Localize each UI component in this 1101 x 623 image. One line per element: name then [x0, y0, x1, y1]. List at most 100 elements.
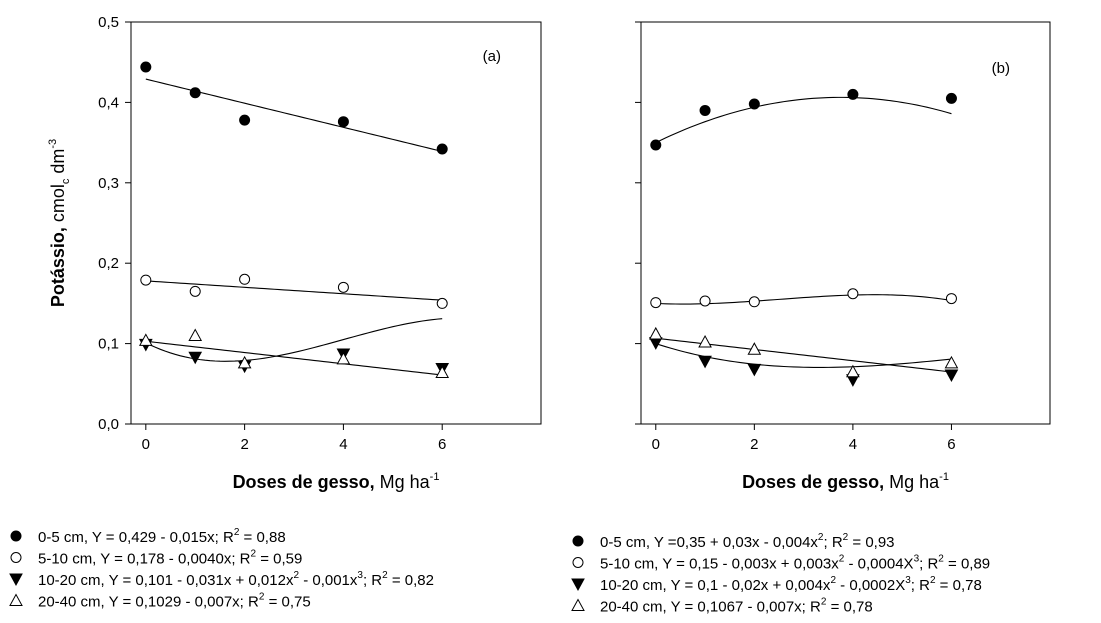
- panel-label: (a): [483, 48, 501, 65]
- series-open-circle: [650, 288, 957, 309]
- data-point: [698, 334, 712, 348]
- x-tick-label: 0: [652, 436, 660, 453]
- x-axis-label-bold: Doses de gesso,: [233, 472, 375, 492]
- legend-part: 0-5 cm, Y = 0,429 - 0,015x; R: [38, 529, 234, 546]
- legend-entry: 5-10 cm, Y = 0,15 - 0,003x + 0,003x2 - 0…: [572, 554, 990, 573]
- series-filled-triangle-down: [648, 337, 959, 387]
- legend-text: 5-10 cm, Y = 0,178 - 0,0040x; R2 = 0,59: [38, 549, 302, 568]
- fit-curve: [145, 340, 443, 376]
- legend-entry: 10-20 cm, Y = 0,101 - 0,031x + 0,012x2 -…: [9, 570, 434, 589]
- data-point: [747, 363, 762, 377]
- data-point: [435, 365, 450, 379]
- legend-part: 0-5 cm, Y =0,35 + 0,03x - 0,004x: [600, 534, 818, 551]
- series-filled-circle: [650, 88, 957, 151]
- x-axis-label-bold: Doses de gesso,: [742, 472, 884, 492]
- y-tick-label: 0,0: [98, 416, 119, 433]
- chart-panel-b: 0 2 4 6 Doses de gesso, Mg ha-1 (b) 0-5 cm, Y …: [571, 21, 1051, 616]
- x-axis-label: Doses de gesso, Mg ha-1: [742, 471, 949, 492]
- x-tick-label: 4: [339, 436, 347, 453]
- legend-part: ; R: [919, 556, 938, 573]
- legend-part: ; R: [911, 577, 930, 594]
- chart-panel-a: 0,0 0,1 0,2 0,3 0,4 0,5 0 2 4 6 Doses de gesso, Mg…: [9, 14, 542, 611]
- legend-part: - 0,001x: [299, 572, 358, 589]
- y-tick-label: 0,5: [98, 14, 119, 31]
- legend-text: 5-10 cm, Y = 0,15 - 0,003x + 0,003x2 - 0…: [600, 554, 990, 573]
- legend-part: = 0,78: [826, 599, 872, 616]
- legend-marker: [10, 530, 22, 542]
- series-open-triangle-up: [138, 328, 450, 379]
- legend-sup: 2: [830, 575, 836, 586]
- series-open-triangle-up: [648, 326, 959, 378]
- legend-entry: 20-40 cm, Y = 0,1067 - 0,007x; R2 = 0,78: [571, 597, 873, 616]
- data-point: [436, 297, 448, 309]
- y-axis-label-bold: Potássio,: [48, 227, 68, 307]
- legend-part: 5-10 cm, Y = 0,15 - 0,003x + 0,003x: [600, 556, 839, 573]
- x-axis-label-unit: Mg ha: [375, 472, 431, 492]
- legend-part: 20-40 cm, Y = 0,1029 - 0,007x; R: [38, 594, 259, 611]
- legend-sup: 2: [821, 597, 827, 608]
- legend-part: - 0,0002X: [836, 577, 905, 594]
- legend-sup: 2: [259, 592, 265, 603]
- data-point: [239, 273, 251, 285]
- x-tick-label: 2: [750, 436, 758, 453]
- data-point: [140, 274, 152, 286]
- legend-part: = 0,93: [848, 534, 894, 551]
- y-tick-label: 0,3: [98, 175, 119, 192]
- x-tick-label: 2: [240, 436, 248, 453]
- series-filled-circle: [140, 61, 448, 155]
- legend-text: 20-40 cm, Y = 0,1029 - 0,007x; R2 = 0,75: [38, 592, 311, 611]
- legend-part: = 0,59: [256, 551, 302, 568]
- data-point: [944, 369, 959, 383]
- legend-text: 10-20 cm, Y = 0,101 - 0,031x + 0,012x2 -…: [38, 570, 434, 589]
- data-point: [237, 355, 252, 369]
- legend-sup: 2: [839, 554, 845, 565]
- legend-part: = 0,89: [944, 556, 990, 573]
- y-tick-label: 0,1: [98, 336, 119, 353]
- data-point: [336, 351, 351, 365]
- data-point: [239, 114, 251, 126]
- data-point: [698, 355, 712, 369]
- data-point: [748, 98, 760, 110]
- x-tick-label: 4: [849, 436, 857, 453]
- y-axis-label-unit: dm: [48, 149, 68, 179]
- legend-marker: [571, 598, 585, 611]
- legend-part: - 0,0004X: [844, 556, 913, 573]
- legend-sup: 2: [382, 570, 388, 581]
- y-axis-label-unit: cmol: [48, 184, 68, 227]
- data-point: [847, 288, 859, 300]
- y-tick-label: 0,4: [98, 94, 119, 111]
- data-point: [188, 351, 203, 365]
- x-tick-label: 0: [142, 436, 150, 453]
- data-point: [945, 293, 957, 305]
- data-point: [189, 285, 201, 297]
- series-open-circle: [140, 273, 448, 309]
- legend-part: 5-10 cm, Y = 0,178 - 0,0040x; R: [38, 551, 251, 568]
- panel-label: (b): [992, 60, 1010, 77]
- y-axis-label-sup: -3: [47, 139, 59, 149]
- y-axis-label-sub: c: [60, 178, 72, 184]
- legend-entry: 10-20 cm, Y = 0,1 - 0,02x + 0,004x2 - 0,…: [571, 575, 982, 594]
- data-point: [944, 355, 959, 369]
- data-point: [699, 104, 711, 116]
- y-tick-label: 0,2: [98, 255, 119, 272]
- x-tick-label: 6: [438, 436, 446, 453]
- x-axis-label-sup: -1: [430, 471, 440, 483]
- data-point: [138, 333, 153, 346]
- legend-part: ; R: [363, 572, 382, 589]
- legend-part: 20-40 cm, Y = 0,1067 - 0,007x; R: [600, 599, 821, 616]
- legend-marker: [571, 578, 585, 592]
- legend-marker: [572, 535, 584, 547]
- data-point: [188, 328, 203, 342]
- fit-curve: [655, 96, 952, 144]
- data-point: [140, 61, 152, 73]
- legend-sup: 2: [251, 549, 257, 560]
- data-point: [189, 87, 201, 99]
- legend-entry: 0-5 cm, Y =0,35 + 0,03x - 0,004x2; R2 = …: [572, 532, 895, 551]
- legend-part: = 0,75: [264, 594, 310, 611]
- legend-marker: [9, 573, 23, 587]
- y-axis-label: Potássio, cmolc dm-3: [47, 139, 72, 307]
- series-filled-triangle-down: [138, 318, 450, 376]
- legend-sup: 2: [930, 575, 936, 586]
- x-axis-label-sup: -1: [939, 471, 949, 483]
